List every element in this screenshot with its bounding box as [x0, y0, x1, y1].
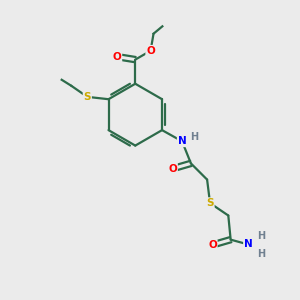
- Text: N: N: [244, 239, 253, 249]
- Text: O: O: [146, 46, 155, 56]
- Text: H: H: [257, 249, 266, 260]
- Text: O: O: [208, 240, 217, 250]
- Text: O: O: [112, 52, 122, 62]
- Text: O: O: [168, 164, 177, 174]
- Text: N: N: [178, 136, 186, 146]
- Text: S: S: [206, 198, 214, 208]
- Text: H: H: [190, 132, 198, 142]
- Text: S: S: [84, 92, 91, 102]
- Text: H: H: [257, 231, 266, 241]
